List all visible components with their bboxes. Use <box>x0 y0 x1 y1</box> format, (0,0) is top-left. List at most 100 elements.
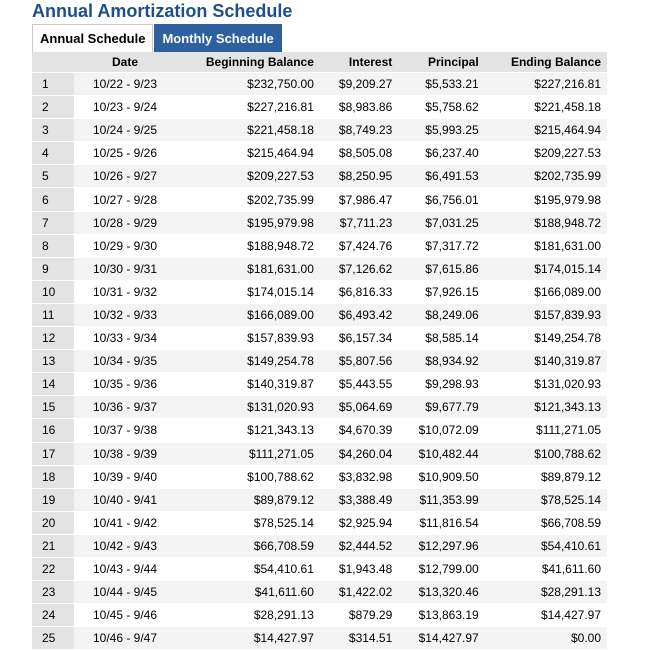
column-header-date: Date <box>74 52 176 73</box>
row-date: 10/29 - 9/30 <box>74 234 176 258</box>
row-number: 17 <box>32 442 74 466</box>
row-ending-balance: $54,410.61 <box>484 534 607 558</box>
row-beginning-balance: $157,839.93 <box>176 326 320 351</box>
row-principal: $8,585.14 <box>398 326 485 351</box>
row-principal: $6,237.40 <box>398 141 485 166</box>
row-beginning-balance: $174,015.14 <box>176 280 320 304</box>
row-beginning-balance: $195,979.98 <box>176 211 320 235</box>
row-date: 10/36 - 9/37 <box>74 395 176 420</box>
row-ending-balance: $111,271.05 <box>484 418 607 443</box>
row-ending-balance: $14,427.97 <box>484 603 607 628</box>
row-beginning-balance: $140,319.87 <box>176 372 320 397</box>
row-date: 10/32 - 9/33 <box>74 303 176 328</box>
row-ending-balance: $41,611.60 <box>484 557 607 582</box>
row-beginning-balance: $14,427.97 <box>176 626 320 650</box>
row-number: 8 <box>32 234 74 258</box>
row-ending-balance: $209,227.53 <box>484 141 607 166</box>
row-number: 3 <box>32 118 74 143</box>
table-row: 10 10/31 - 9/32 $174,015.14 $6,816.33 $7,926… <box>32 280 607 304</box>
row-principal: $10,072.09 <box>398 418 485 443</box>
row-number: 25 <box>32 626 74 650</box>
row-beginning-balance: $78,525.14 <box>176 511 320 535</box>
row-number: 18 <box>32 465 74 489</box>
row-date: 10/45 - 9/46 <box>74 603 176 628</box>
table-row: 14 10/35 - 9/36 $140,319.87 $5,443.55 $9,298… <box>32 372 607 397</box>
row-principal: $12,799.00 <box>398 557 485 582</box>
table-row: 6 10/27 - 9/28 $202,735.99 $7,986.47 $6,756.… <box>32 187 607 212</box>
table-row: 1 10/22 - 9/23 $232,750.00 $9,209.27 $5,533.… <box>32 72 607 97</box>
row-interest: $7,711.23 <box>319 211 399 235</box>
row-ending-balance: $121,343.13 <box>484 395 607 420</box>
row-date: 10/38 - 9/39 <box>74 442 176 466</box>
row-ending-balance: $78,525.14 <box>484 488 607 512</box>
row-principal: $7,031.25 <box>398 211 485 235</box>
row-number: 7 <box>32 211 74 235</box>
row-date: 10/34 - 9/35 <box>74 349 176 374</box>
row-ending-balance: $66,708.59 <box>484 511 607 535</box>
row-beginning-balance: $202,735.99 <box>176 187 320 212</box>
tab-annual-schedule[interactable]: Annual Schedule <box>32 24 154 52</box>
row-ending-balance: $149,254.78 <box>484 326 607 351</box>
row-principal: $6,756.01 <box>398 187 485 212</box>
row-number: 4 <box>32 141 74 166</box>
row-ending-balance: $140,319.87 <box>484 349 607 374</box>
table-row: 7 10/28 - 9/29 $195,979.98 $7,711.23 $7,031.… <box>32 211 607 235</box>
table-row: 17 10/38 - 9/39 $111,271.05 $4,260.04 $10,48… <box>32 442 607 466</box>
tab-monthly-schedule[interactable]: Monthly Schedule <box>154 24 282 52</box>
table-body: 1 10/22 - 9/23 $232,750.00 $9,209.27 $5,533.… <box>32 72 607 650</box>
table-row: 16 10/37 - 9/38 $121,343.13 $4,670.39 $10,07… <box>32 418 607 443</box>
row-principal: $9,298.93 <box>398 372 485 397</box>
table-row: 20 10/41 - 9/42 $78,525.14 $2,925.94 $11,816… <box>32 511 607 535</box>
row-principal: $10,909.50 <box>398 465 485 489</box>
row-number: 20 <box>32 511 74 535</box>
row-interest: $6,493.42 <box>319 303 399 328</box>
row-beginning-balance: $181,631.00 <box>176 257 320 281</box>
row-date: 10/31 - 9/32 <box>74 280 176 304</box>
row-number: 12 <box>32 326 74 351</box>
row-principal: $12,297.96 <box>398 534 485 558</box>
row-number: 1 <box>32 72 74 97</box>
row-principal: $6,491.53 <box>398 164 485 189</box>
row-ending-balance: $215,464.94 <box>484 118 607 143</box>
row-date: 10/37 - 9/38 <box>74 418 176 443</box>
row-beginning-balance: $54,410.61 <box>176 557 320 582</box>
row-date: 10/40 - 9/41 <box>74 488 176 512</box>
row-interest: $8,250.95 <box>319 164 399 189</box>
row-date: 10/41 - 9/42 <box>74 511 176 535</box>
row-number: 23 <box>32 580 74 605</box>
row-number: 21 <box>32 534 74 558</box>
row-date: 10/23 - 9/24 <box>74 95 176 120</box>
row-beginning-balance: $221,458.18 <box>176 118 320 143</box>
row-beginning-balance: $41,611.60 <box>176 580 320 605</box>
row-interest: $2,444.52 <box>319 534 399 558</box>
row-date: 10/35 - 9/36 <box>74 372 176 397</box>
row-interest: $6,157.34 <box>319 326 399 351</box>
column-header-beginning-balance: Beginning Balance <box>176 52 320 73</box>
row-beginning-balance: $66,708.59 <box>176 534 320 558</box>
row-principal: $7,317.72 <box>398 234 485 258</box>
row-interest: $4,260.04 <box>319 442 399 466</box>
row-ending-balance: $221,458.18 <box>484 95 607 120</box>
row-date: 10/44 - 9/45 <box>74 580 176 605</box>
row-number: 19 <box>32 488 74 512</box>
row-number: 11 <box>32 303 74 328</box>
row-interest: $879.29 <box>319 603 399 628</box>
row-ending-balance: $174,015.14 <box>484 257 607 281</box>
row-number: 14 <box>32 372 74 397</box>
row-principal: $11,816.54 <box>398 511 485 535</box>
row-number: 22 <box>32 557 74 582</box>
row-date: 10/26 - 9/27 <box>74 164 176 189</box>
row-interest: $8,983.86 <box>319 95 399 120</box>
row-ending-balance: $188,948.72 <box>484 211 607 235</box>
row-date: 10/22 - 9/23 <box>74 72 176 97</box>
row-interest: $7,126.62 <box>319 257 399 281</box>
row-principal: $9,677.79 <box>398 395 485 420</box>
column-header-ending-balance: Ending Balance <box>484 52 607 73</box>
table-row: 15 10/36 - 9/37 $131,020.93 $5,064.69 $9,677… <box>32 395 607 420</box>
row-beginning-balance: $131,020.93 <box>176 395 320 420</box>
row-interest: $5,443.55 <box>319 372 399 397</box>
row-principal: $5,758.62 <box>398 95 485 120</box>
row-principal: $8,934.92 <box>398 349 485 374</box>
table-row: 24 10/45 - 9/46 $28,291.13 $879.29 $13,863.1… <box>32 603 607 628</box>
row-date: 10/33 - 9/34 <box>74 326 176 351</box>
